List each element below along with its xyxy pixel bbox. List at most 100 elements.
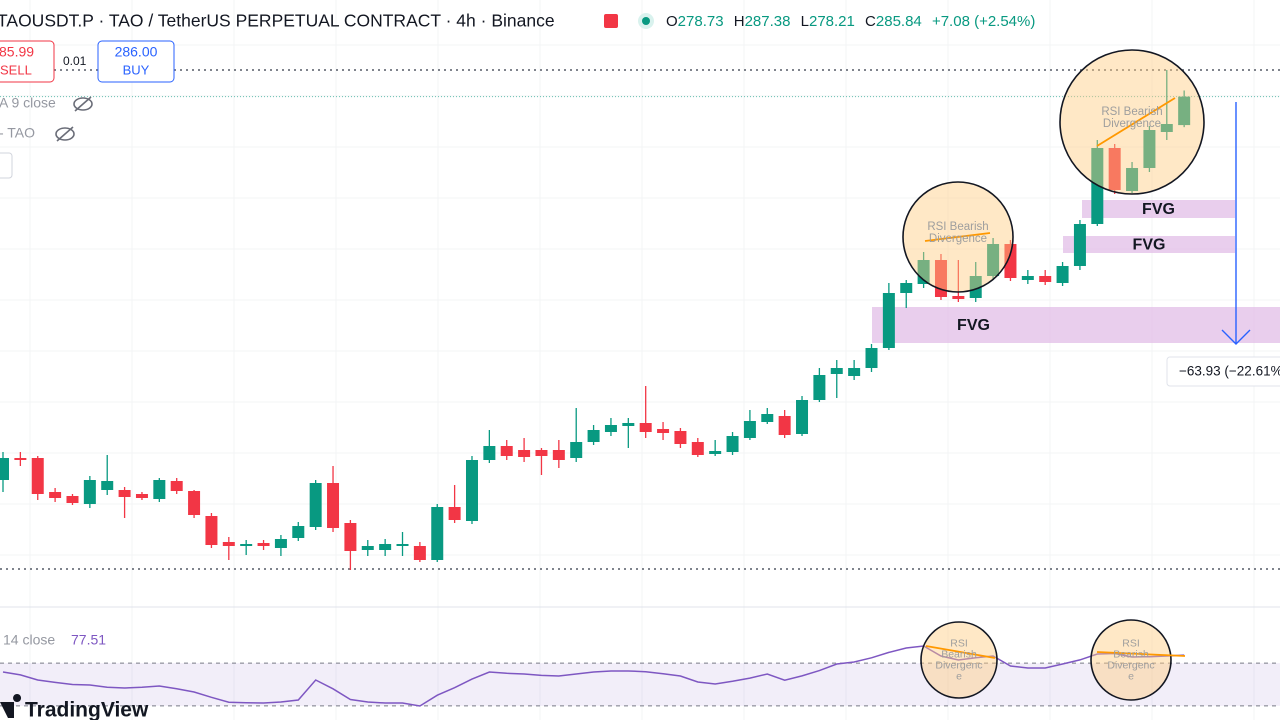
buy-button[interactable] — [97, 40, 175, 83]
candle-body — [379, 544, 392, 550]
sell-label: SELL — [0, 62, 32, 77]
candle-body — [657, 429, 670, 433]
divergence-text: e — [1128, 670, 1134, 682]
ui-layer: TAOUSDT.P · TAO / TetherUS PERPETUAL CON… — [0, 11, 1035, 720]
candle-body — [1004, 244, 1017, 278]
rsi-legend-value: 77.51 — [71, 632, 106, 648]
close-value: 285.84 — [876, 13, 922, 30]
hide-icon[interactable] — [55, 126, 75, 142]
candle-body — [66, 496, 79, 503]
collapse-button[interactable] — [0, 152, 13, 179]
candle-body — [413, 546, 426, 560]
measure-label-box — [1166, 356, 1280, 387]
candle-body — [83, 480, 96, 504]
change-value: +7.08 (+2.54%) — [932, 13, 1035, 30]
sell-price: 85.99 — [0, 44, 34, 60]
indicator-label: - TAO — [0, 125, 35, 141]
divergence-text: Bearish — [1113, 648, 1149, 660]
candle-body — [830, 368, 843, 374]
candle-body — [1178, 96, 1191, 126]
candle-body — [882, 293, 895, 348]
candle-body — [691, 442, 704, 455]
candle-body — [448, 507, 461, 520]
candle-body — [465, 460, 478, 521]
candle-body — [0, 458, 9, 480]
candle-body — [101, 481, 114, 490]
divergence-text: Divergenc — [935, 659, 982, 671]
candle-body — [431, 507, 444, 560]
candle-body — [205, 516, 218, 545]
divergence-trendline — [1096, 651, 1186, 657]
flag-icon[interactable] — [604, 14, 618, 28]
close-label: C — [865, 13, 876, 30]
candle-body — [1021, 276, 1034, 280]
candle-body — [396, 544, 409, 546]
candle-body — [674, 431, 687, 444]
candle-body — [622, 423, 635, 426]
candle-body — [361, 546, 374, 550]
high-label: H — [734, 13, 745, 30]
measure-label: −63.93 (−22.61%) — [1179, 364, 1280, 379]
candle-body — [726, 436, 739, 452]
eye-slash — [74, 96, 92, 112]
rsi-legend-label: 14 close — [3, 632, 55, 648]
candle-body — [743, 421, 756, 438]
candle-body — [483, 446, 496, 460]
eye — [73, 97, 93, 111]
fvg-zone — [1063, 236, 1235, 253]
candle-body — [587, 430, 600, 442]
candle-body — [240, 544, 253, 546]
divergence-text: RSI Bearish — [927, 221, 988, 233]
divergence-text: RSI Bearish — [1101, 106, 1162, 118]
candle-body — [500, 446, 513, 456]
hide-icon[interactable] — [73, 96, 93, 112]
status-dot — [642, 17, 650, 25]
logo-icon — [0, 694, 22, 718]
candle-body — [952, 296, 965, 299]
fvg-zone — [872, 307, 1280, 343]
candle-body — [14, 458, 27, 460]
candle-body — [135, 494, 148, 498]
rsi-band — [0, 663, 1280, 706]
candle-body — [1108, 148, 1121, 190]
low-value: 278.21 — [809, 13, 855, 30]
candle-body — [796, 400, 809, 434]
sell-button[interactable] — [0, 40, 55, 83]
candle-body — [709, 451, 722, 454]
buy-price: 286.00 — [115, 44, 158, 60]
candle-body — [153, 480, 166, 499]
fvg-label: FVG — [957, 317, 990, 334]
candle-body — [1126, 168, 1139, 191]
candle-body — [1056, 266, 1069, 283]
candle-body — [309, 483, 322, 527]
measure-arrowhead — [1221, 329, 1251, 345]
divergence-trendline — [1096, 97, 1176, 147]
buy-label: BUY — [123, 62, 150, 77]
candle-body — [274, 539, 287, 548]
candle-body — [518, 450, 531, 457]
candle-body — [900, 283, 913, 293]
candle-body — [1160, 124, 1173, 132]
open-value: 278.73 — [678, 13, 724, 30]
indicator-label: A 9 close — [0, 95, 56, 111]
candle-body — [987, 244, 1000, 276]
candle-body — [604, 425, 617, 432]
eye-slash — [56, 126, 74, 142]
candle-body — [292, 526, 305, 538]
candle-body — [49, 492, 62, 498]
candle-body — [535, 450, 548, 456]
high-value: 287.38 — [745, 13, 791, 30]
candle-body — [1039, 276, 1052, 282]
ohlc-legend: O278.73 H287.38 L278.21 C285.84 +7.08 (+… — [666, 13, 1035, 30]
candle-body — [813, 375, 826, 400]
candle-body — [31, 458, 44, 494]
candle-body — [761, 414, 774, 422]
divergence-text: Divergenc — [1107, 659, 1154, 671]
divergence-circle — [920, 621, 998, 699]
candle-body — [1073, 224, 1086, 266]
divergence-text: RSI — [1122, 637, 1140, 649]
low-label: L — [801, 13, 809, 30]
